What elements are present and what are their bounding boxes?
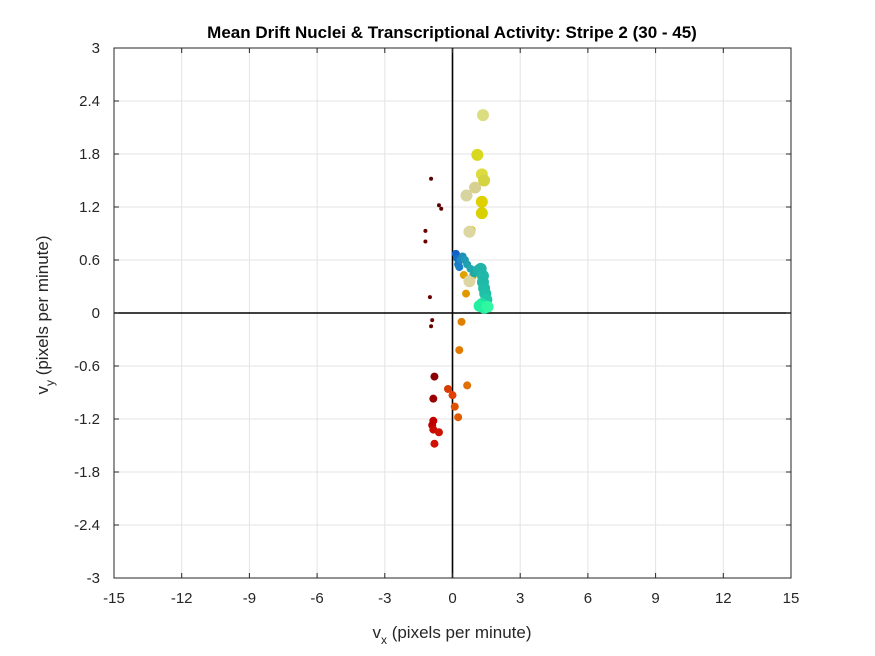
y-tick-label: 3	[92, 40, 100, 57]
data-point	[469, 181, 482, 194]
data-point	[443, 384, 452, 393]
x-axis-label-rest: (pixels per minute)	[387, 623, 532, 642]
data-points	[423, 109, 494, 448]
x-tick-label: -15	[103, 590, 125, 607]
data-point	[481, 300, 494, 313]
y-tick-label: -1.2	[74, 411, 100, 428]
zero-axis-lines	[114, 48, 791, 578]
data-point	[423, 239, 428, 244]
data-point	[429, 394, 438, 403]
data-point	[475, 195, 488, 208]
x-tick-label: -9	[243, 590, 256, 607]
data-point	[429, 324, 434, 329]
y-axis-label-rest: (pixels per minute)	[33, 235, 52, 380]
data-point	[430, 439, 439, 448]
data-point	[448, 391, 457, 400]
data-point	[471, 148, 484, 161]
x-tick-label: 6	[584, 590, 592, 607]
chart-title: Mean Drift Nuclei & Transcriptional Acti…	[207, 23, 697, 42]
y-axis-label: vy (pixels per minute)	[33, 235, 57, 394]
data-point	[455, 263, 464, 272]
y-tick-label: 0.6	[79, 252, 100, 269]
data-point	[430, 372, 439, 381]
data-point	[434, 428, 443, 437]
x-tick-label: 15	[783, 590, 800, 607]
x-tick-label: 9	[651, 590, 659, 607]
data-point	[476, 109, 489, 122]
data-point	[478, 174, 491, 187]
y-tick-label: -1.8	[74, 464, 100, 481]
data-point	[463, 381, 472, 390]
x-axis-label-subscript: x	[381, 633, 387, 647]
y-tick-label: 1.2	[79, 199, 100, 216]
x-tick-label: -3	[378, 590, 391, 607]
data-point	[427, 295, 432, 300]
data-point	[460, 189, 473, 202]
y-tick-label: -3	[87, 570, 100, 587]
tick-labels: -15 -12 -9 -6 -3 0 3 6 9 12 15 -3 -2.4 -1.8 -1.2 -0.6 0 0…	[74, 40, 799, 607]
x-tick-label: 3	[516, 590, 524, 607]
data-point	[430, 318, 435, 323]
y-axis-label-subscript: y	[43, 380, 57, 386]
data-point	[455, 346, 464, 355]
y-axis-label-main: v	[33, 386, 52, 395]
y-tick-label: 1.8	[79, 146, 100, 163]
data-point	[457, 317, 466, 326]
y-tick-label: 0	[92, 305, 100, 322]
x-tick-label: -6	[310, 590, 323, 607]
x-axis-label: vx (pixels per minute)	[372, 623, 531, 647]
y-tick-label: -2.4	[74, 517, 100, 534]
x-tick-label: 0	[448, 590, 456, 607]
data-point	[429, 176, 434, 181]
data-point	[475, 207, 488, 220]
data-point	[439, 206, 444, 211]
y-tick-label: 2.4	[79, 93, 100, 110]
data-point	[463, 225, 476, 238]
data-point	[436, 203, 441, 208]
y-tick-label: -0.6	[74, 358, 100, 375]
x-tick-label: -12	[171, 590, 193, 607]
data-point	[462, 289, 471, 298]
x-axis-label-main: v	[372, 623, 381, 642]
x-tick-label: 12	[715, 590, 732, 607]
data-point	[454, 413, 463, 422]
data-point	[463, 275, 476, 288]
data-point	[450, 402, 459, 411]
data-point	[423, 228, 428, 233]
